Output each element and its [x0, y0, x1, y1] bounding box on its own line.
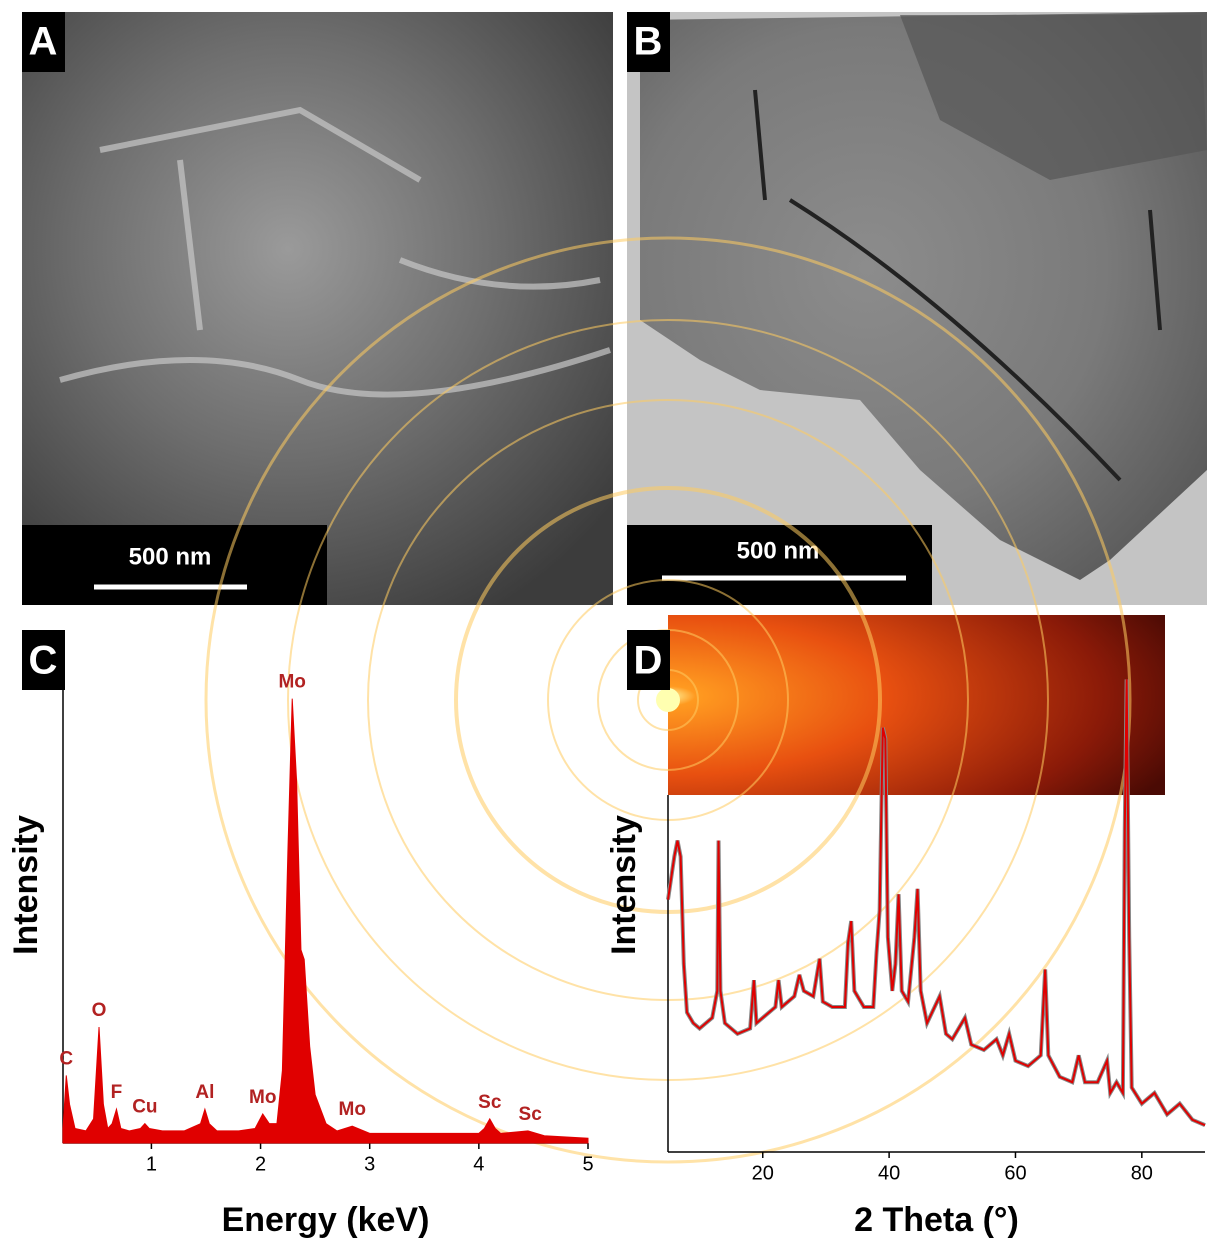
figure: A 500 nm B 500 nm C 1 2 3 4 5 Energy (keV) Inte…: [0, 0, 1209, 1246]
sem-image: [22, 12, 613, 605]
peak-label: Al: [195, 1082, 214, 1103]
spectrum-area: [63, 699, 588, 1143]
peak-label: C: [59, 1048, 73, 1069]
peak-label: Sc: [478, 1092, 502, 1113]
panel-a: A 500 nm: [22, 12, 613, 605]
peak-label: Cu: [132, 1097, 157, 1118]
peak-label: Sc: [519, 1104, 543, 1125]
x-tick-label: 80: [1131, 1162, 1153, 1184]
x-tick-label: 20: [752, 1162, 774, 1184]
x-tick-label: 2: [255, 1153, 266, 1175]
peak-label: Mo: [249, 1087, 276, 1108]
panel-label: C: [29, 639, 58, 683]
x-axis-title: Energy (keV): [222, 1201, 430, 1239]
x-tick-label: 1: [146, 1153, 157, 1175]
x-tick-label: 4: [473, 1153, 484, 1175]
x-axis-title: 2 Theta (°): [854, 1201, 1019, 1239]
panel-label: B: [634, 20, 663, 64]
peak-label: O: [92, 1000, 107, 1021]
peak-label: Mo: [278, 672, 305, 693]
panel-b: B 500 nm: [627, 12, 1207, 605]
peak-label: F: [111, 1082, 123, 1103]
scale-bar-label: 500 nm: [129, 543, 212, 570]
y-axis-title: Intensity: [7, 815, 45, 955]
x-tick-label: 40: [878, 1162, 900, 1184]
x-tick-label: 5: [582, 1153, 593, 1175]
peak-label: Mo: [339, 1099, 366, 1120]
panel-label: A: [29, 20, 58, 64]
x-tick-label: 3: [364, 1153, 375, 1175]
y-axis-title: Intensity: [605, 815, 643, 955]
panel-label: D: [634, 639, 663, 683]
x-tick-label: 60: [1004, 1162, 1026, 1184]
